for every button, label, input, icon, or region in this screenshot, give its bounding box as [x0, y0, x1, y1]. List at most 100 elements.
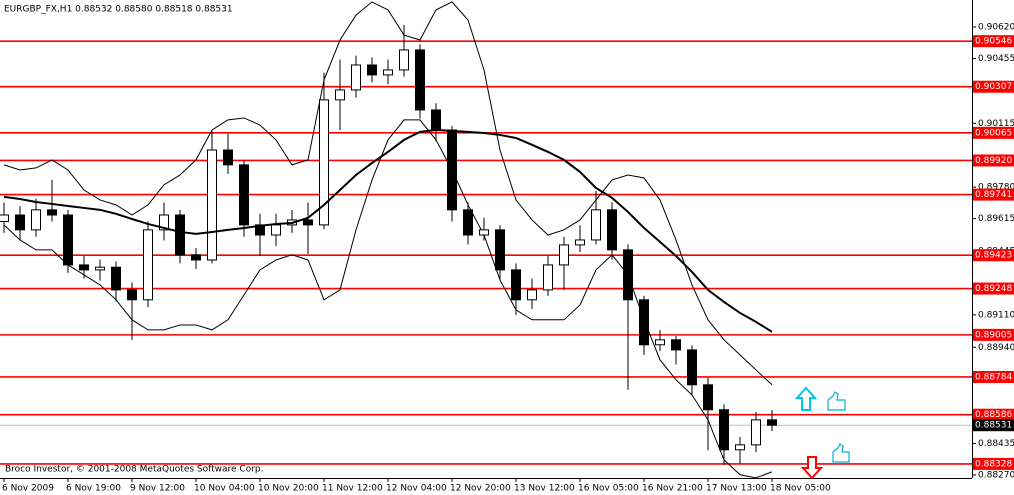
- x-tick-label: 6 Nov 19:00: [66, 484, 121, 494]
- x-tick-label: 16 Nov 05:00: [578, 484, 639, 494]
- candle-body: [271, 224, 281, 236]
- candle-body: [127, 289, 137, 301]
- candle-body: [367, 64, 377, 76]
- candle-body: [351, 64, 361, 91]
- down-arrow: [800, 456, 824, 480]
- x-tick-label: 12 Nov 04:00: [386, 484, 447, 494]
- level-tag: [973, 457, 1014, 470]
- candle-body: [655, 339, 665, 346]
- candle-body: [463, 209, 473, 236]
- candle-body: [431, 109, 441, 131]
- level-tag: [973, 80, 1014, 93]
- up-arrow: [794, 386, 818, 411]
- candle-body: [63, 214, 73, 266]
- x-tick-label: 10 Nov 20:00: [258, 484, 319, 494]
- x-tick-label: 9 Nov 12:00: [130, 484, 185, 494]
- chart-title: EURGBP_FX,H1 0.88532 0.88580 0.88518 0.8…: [4, 5, 233, 15]
- candle-body: [447, 129, 457, 211]
- candle-body: [223, 149, 233, 166]
- y-tick-label: 0.88435: [978, 439, 1014, 449]
- x-tick-label: 17 Nov 13:00: [706, 484, 767, 494]
- candle-body: [559, 244, 569, 266]
- candle-body: [735, 444, 745, 451]
- candle-body: [111, 266, 121, 291]
- candle-body: [495, 229, 505, 271]
- upper-band: [3, 1, 773, 386]
- x-tick-label: 13 Nov 12:00: [514, 484, 575, 494]
- y-tick-label: 0.90115: [978, 119, 1014, 129]
- level-tag: [973, 282, 1014, 295]
- level-label: 0.89741: [975, 190, 1012, 200]
- candle-body: [639, 299, 649, 346]
- level-label: 0.88784: [975, 372, 1012, 382]
- x-tick-label: 6 Nov 2009: [2, 484, 54, 494]
- candle-body: [175, 214, 185, 256]
- last-price-tag: [973, 419, 1014, 432]
- candle-body: [703, 384, 713, 411]
- x-tick-label: 10 Nov 04:00: [194, 484, 255, 494]
- candle-body: [527, 289, 537, 301]
- level-label: 0.90546: [975, 37, 1012, 47]
- y-tick-label: 0.90455: [978, 54, 1014, 64]
- candle-body: [335, 89, 345, 101]
- candle-body: [591, 209, 601, 241]
- candle-body: [399, 49, 409, 71]
- x-tick-label: 16 Nov 21:00: [642, 484, 703, 494]
- y-tick-label: 0.89615: [978, 214, 1014, 224]
- candle-body: [383, 69, 393, 76]
- thumb-icon: [832, 443, 850, 463]
- level-tag: [973, 249, 1014, 262]
- candle-body: [575, 239, 585, 246]
- level-label: 0.89423: [975, 251, 1012, 261]
- candle-body: [543, 264, 553, 291]
- y-tick-label: 0.89110: [978, 310, 1014, 320]
- level-tag: [973, 408, 1014, 421]
- candle-body: [751, 419, 761, 446]
- candle-body: [191, 254, 201, 261]
- candle-body: [415, 49, 425, 111]
- candle-body: [0, 214, 9, 222]
- candle-body: [479, 229, 489, 236]
- candle-body: [767, 419, 777, 426]
- y-tick-label: 0.88270: [978, 470, 1014, 480]
- x-tick-label: 11 Nov 12:00: [322, 484, 383, 494]
- level-tag: [973, 154, 1014, 167]
- moving-average: [3, 128, 773, 333]
- plot-area: [0, 1, 972, 478]
- level-label: 0.88586: [975, 410, 1012, 420]
- x-tick-label: 12 Nov 20:00: [450, 484, 511, 494]
- candle-body: [143, 229, 153, 301]
- candle-body: [687, 349, 697, 386]
- candle-body: [207, 149, 217, 261]
- level-label: 0.89248: [975, 284, 1012, 294]
- candle-body: [47, 209, 57, 216]
- level-tag: [973, 126, 1014, 139]
- level-tag: [973, 328, 1014, 341]
- candle-body: [239, 164, 249, 226]
- candle-body: [303, 219, 313, 226]
- candle-body: [31, 209, 41, 231]
- candle-body: [159, 214, 169, 231]
- candle-body: [719, 409, 729, 451]
- x-tick-label: 18 Nov 05:00: [770, 484, 831, 494]
- level-label: 0.90065: [975, 128, 1012, 138]
- level-tag: [973, 370, 1014, 383]
- level-label: 0.89920: [975, 156, 1012, 166]
- candle-body: [511, 269, 521, 301]
- candle-body: [671, 339, 681, 351]
- candle-body: [95, 266, 105, 271]
- level-tag: [973, 35, 1014, 48]
- level-label: 0.88328: [975, 459, 1012, 469]
- level-label: 0.89005: [975, 330, 1012, 340]
- level-tag: [973, 188, 1014, 201]
- thumb-icon: [827, 391, 846, 411]
- last-price-label: 0.88531: [975, 421, 1012, 431]
- footer: Broco Investor, © 2001-2008 MetaQuotes S…: [5, 465, 264, 475]
- level-label: 0.90307: [975, 82, 1012, 92]
- candle-body: [623, 249, 633, 301]
- candle-body: [15, 214, 25, 231]
- candle-body: [319, 99, 329, 226]
- y-tick-label: 0.88940: [978, 343, 1014, 353]
